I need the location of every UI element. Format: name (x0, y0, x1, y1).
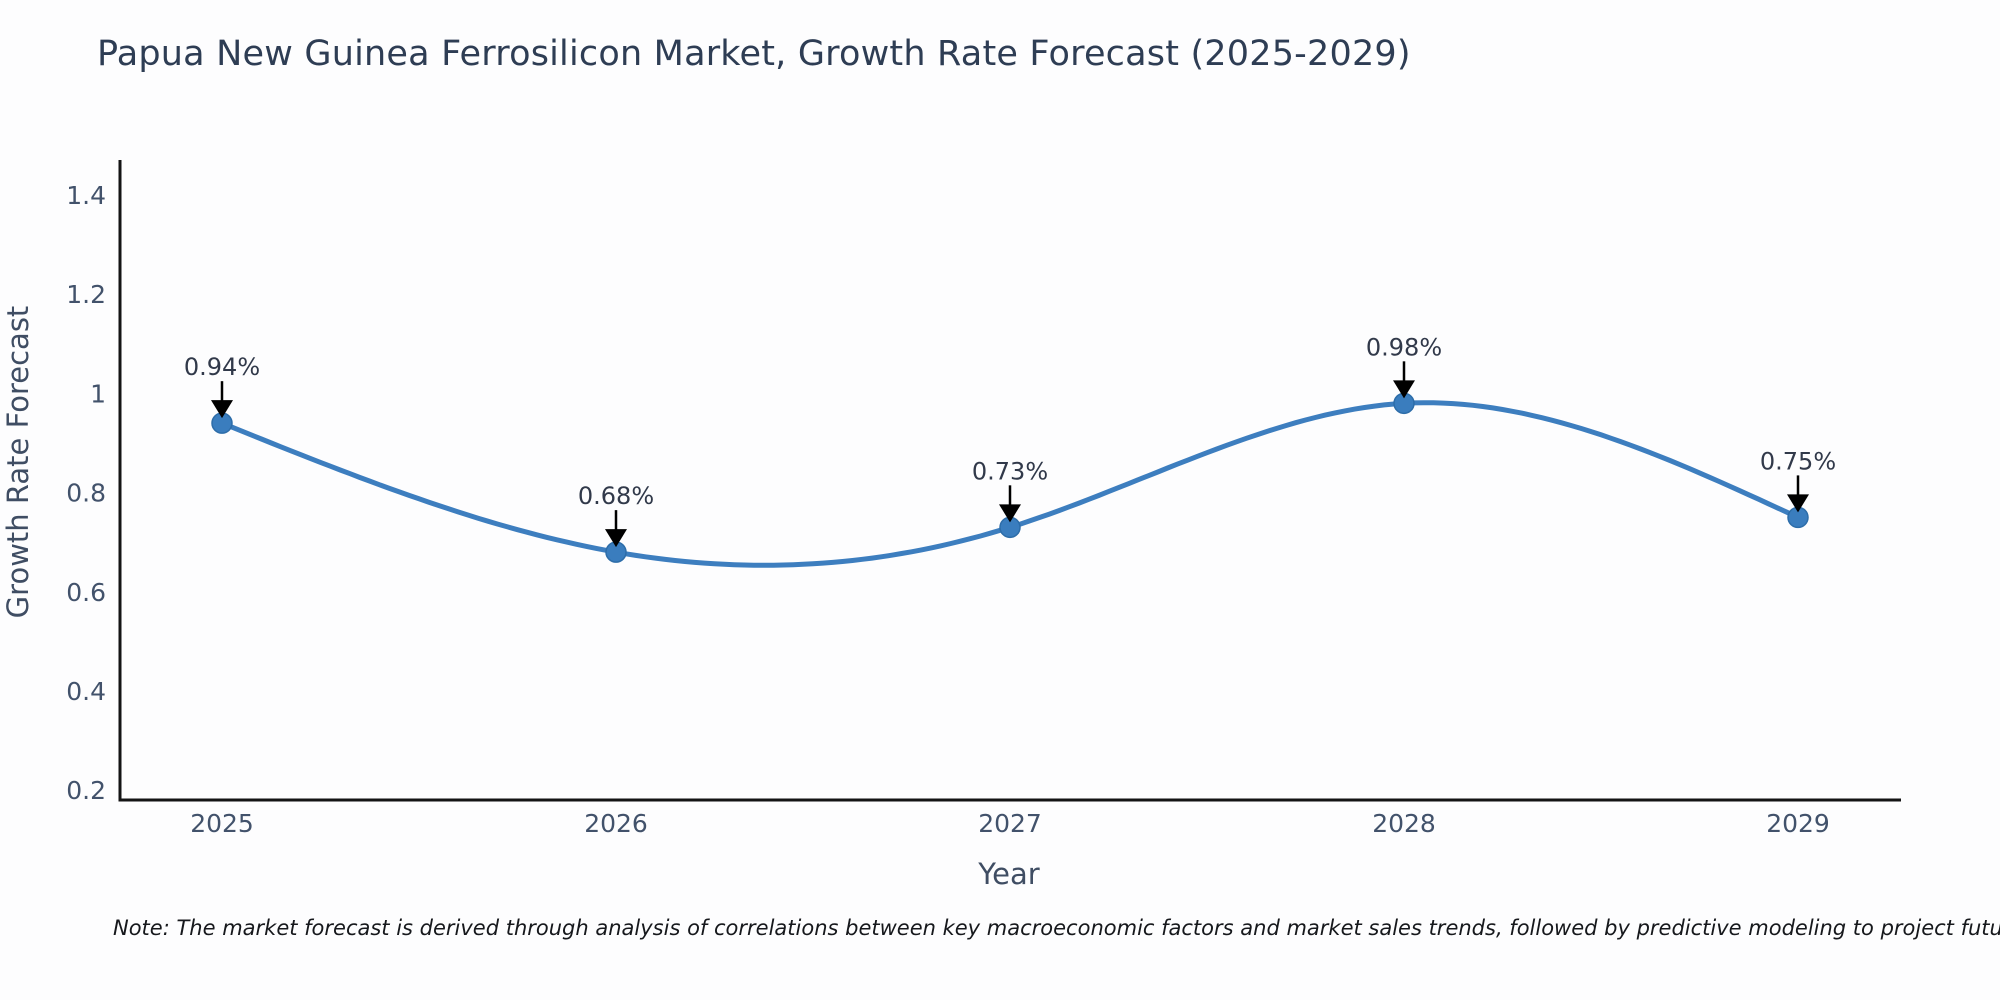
point-value-label: 0.75% (1760, 447, 1836, 475)
annotations: 0.94% 0.68% 0.73% 0.98% 0.75% (184, 333, 1836, 548)
x-tick: 2027 (978, 809, 1042, 838)
point-value-label: 0.98% (1366, 333, 1442, 361)
annotation-2029: 0.75% (1760, 447, 1836, 513)
annotation-arrowhead-icon (999, 504, 1021, 523)
y-tick: 0.4 (66, 677, 106, 706)
annotation-arrowhead-icon (211, 400, 233, 419)
footnote: Note: The market forecast is derived thr… (113, 916, 2000, 940)
x-tick: 2028 (1372, 809, 1436, 838)
point-value-label: 0.94% (184, 353, 260, 381)
annotation-arrowhead-icon (1393, 380, 1415, 399)
y-tick: 1 (90, 379, 106, 408)
x-tick: 2029 (1766, 809, 1830, 838)
y-tick: 0.8 (66, 479, 106, 508)
x-axis-ticks: 2025 2026 2027 2028 2029 (190, 809, 1830, 838)
annotation-2027: 0.73% (972, 457, 1048, 523)
y-tick: 1.4 (66, 181, 106, 210)
x-tick: 2026 (584, 809, 648, 838)
y-axis-label: Growth Rate Forecast (1, 306, 35, 619)
y-axis-ticks: 1.4 1.2 1 0.8 0.6 0.4 0.2 (66, 181, 106, 805)
x-axis-label: Year (977, 857, 1039, 891)
annotation-arrowhead-icon (1787, 494, 1809, 513)
y-tick: 0.6 (66, 578, 106, 607)
y-tick: 1.2 (66, 280, 106, 309)
annotation-2026: 0.68% (578, 482, 654, 548)
x-tick: 2025 (190, 809, 254, 838)
annotation-2025: 0.94% (184, 353, 260, 419)
point-value-label: 0.68% (578, 482, 654, 510)
point-value-label: 0.73% (972, 457, 1048, 485)
y-tick: 0.2 (66, 776, 106, 805)
chart-title: Papua New Guinea Ferrosilicon Market, Gr… (97, 34, 1411, 74)
annotation-2028: 0.98% (1366, 333, 1442, 399)
annotation-arrowhead-icon (605, 529, 627, 548)
